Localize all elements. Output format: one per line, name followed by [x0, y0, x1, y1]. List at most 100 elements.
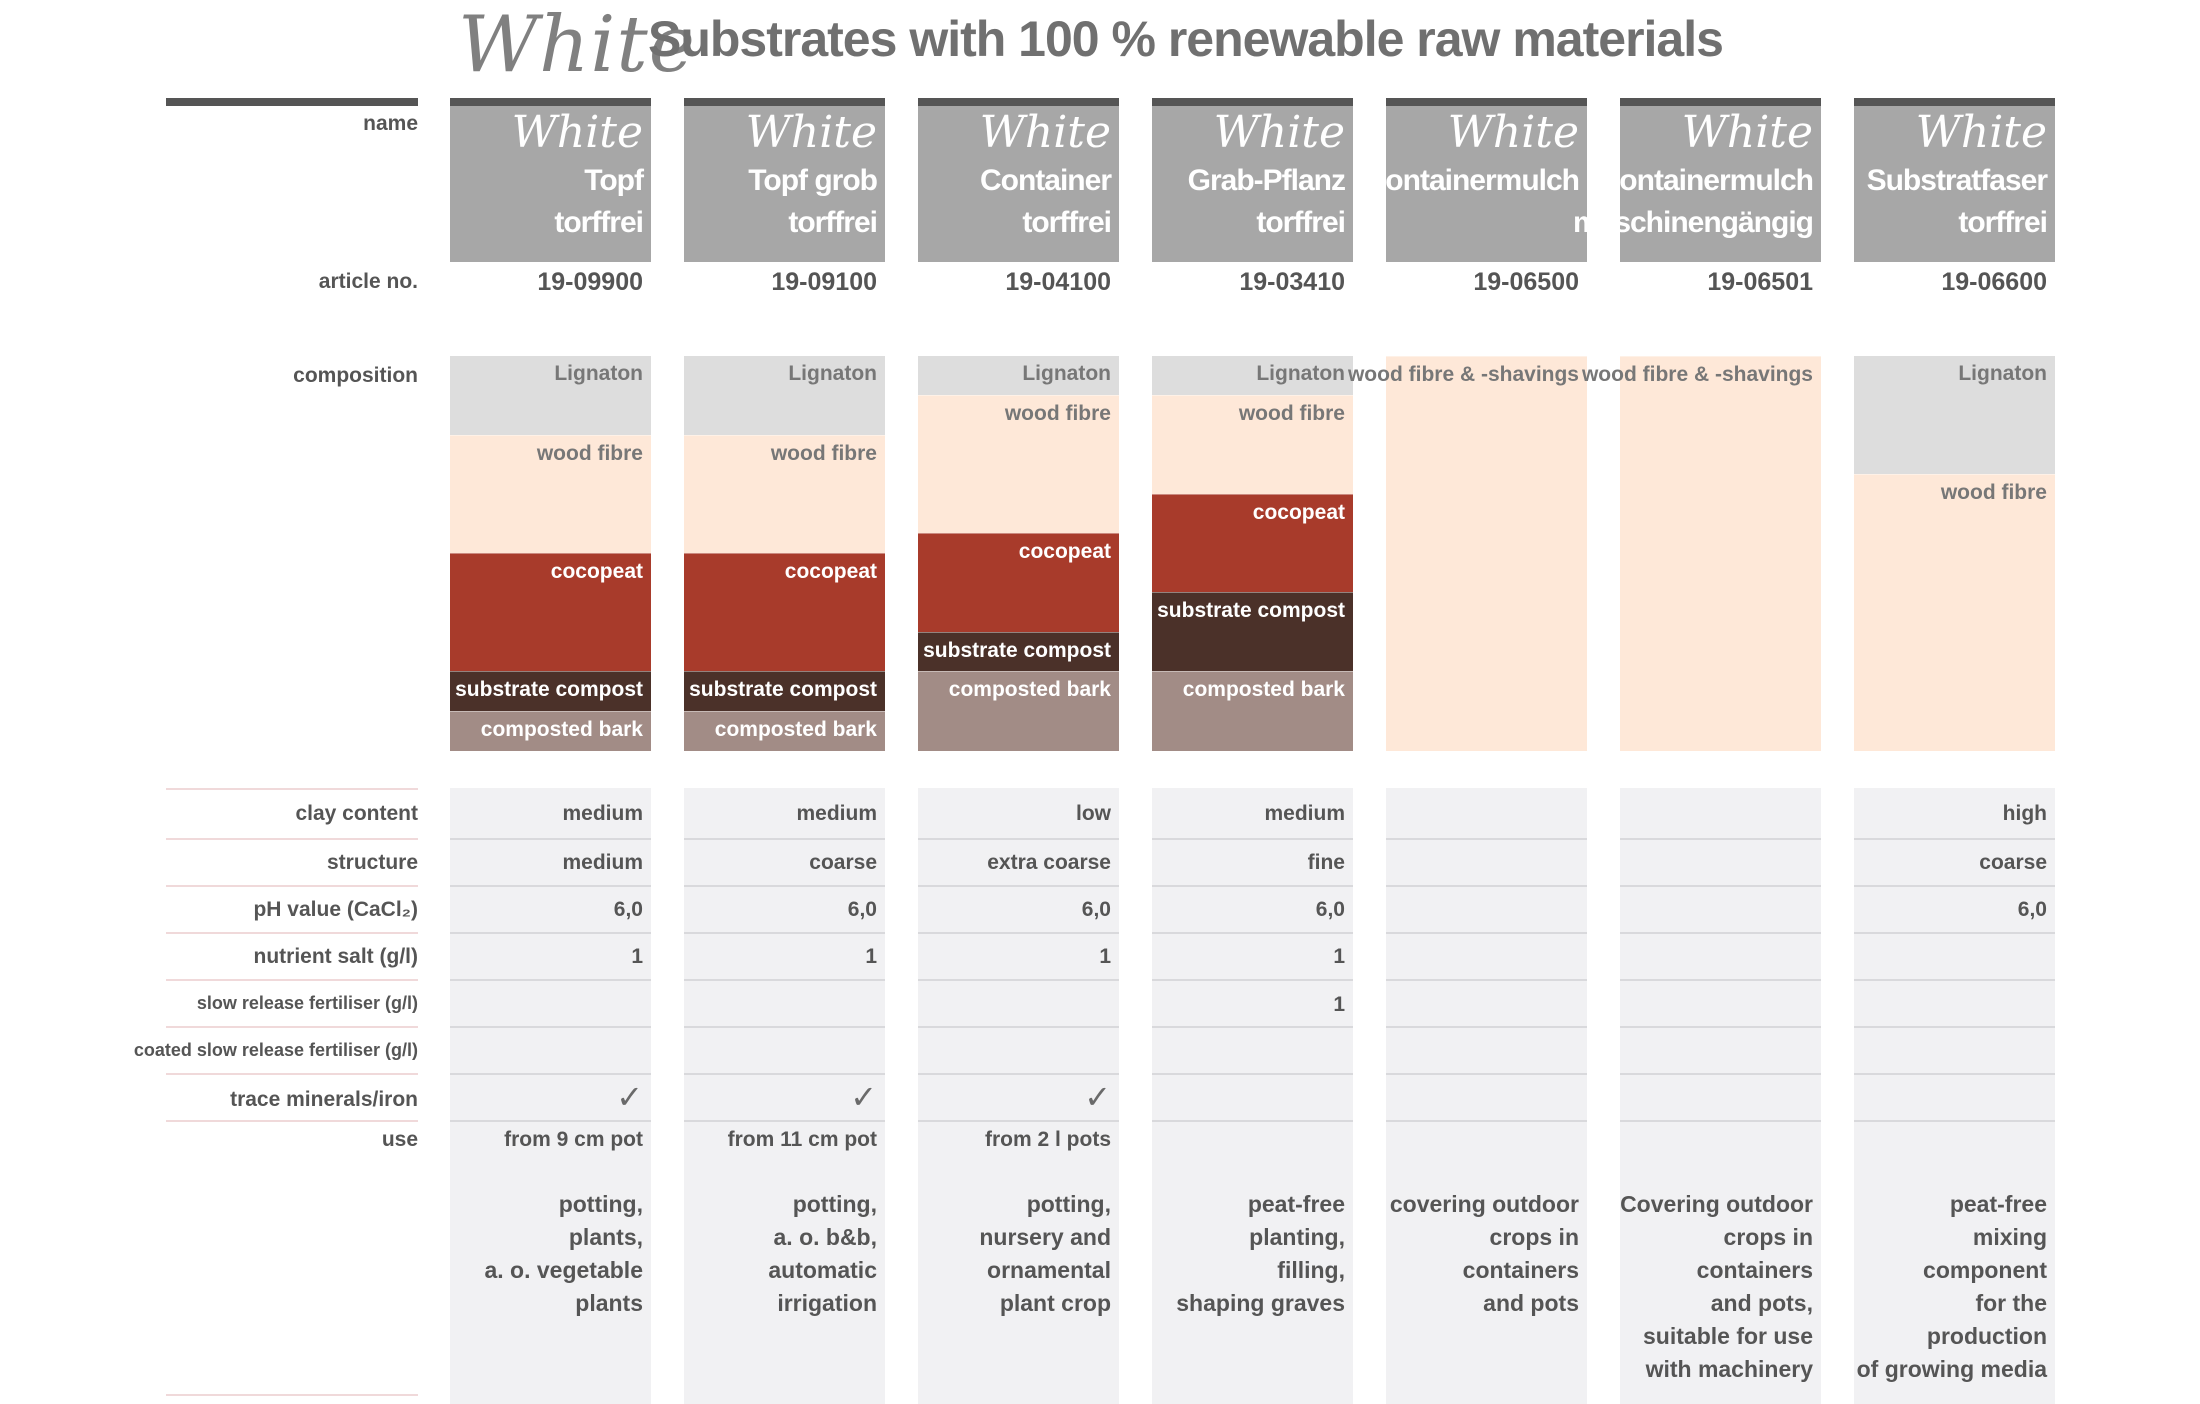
row-label-nutrient: nutrient salt (g/l) [253, 945, 419, 968]
use-description: covering outdoor crops in containers and… [1389, 1191, 1579, 1316]
property-nutrient: 1 [631, 945, 643, 968]
product-column: White Topf torffrei 19-09900 Lignaton wood fi… [450, 0, 651, 1404]
composition-segment: cocopeat [684, 553, 885, 672]
product-name-box: White Topf grob torffrei [684, 106, 885, 262]
product-name-line2: maschinengängig [1572, 206, 1814, 239]
property-rule [450, 1073, 651, 1075]
composition-segment: composted bark [450, 711, 651, 751]
composition-segment: composted bark [1152, 671, 1353, 751]
product-column: White Containermulch maschinengängig 19-065… [1573, 0, 1821, 1404]
product-column: White Containermulch 19-06500 wood fibre & … [1348, 0, 1587, 1404]
product-column: White Topf grob torffrei 19-09100 Lignaton wo… [684, 0, 885, 1404]
composition-label: wood fibre [770, 442, 877, 465]
properties-background [1854, 788, 2055, 1404]
column-top-rule [1620, 98, 1821, 106]
properties-background [918, 788, 1119, 1404]
composition-label: composted bark [480, 718, 643, 741]
composition-segment: wood fibre [684, 435, 885, 554]
composition-bar: Lignaton wood fibre [1854, 356, 2055, 751]
composition-segment: cocopeat [450, 553, 651, 672]
property-nutrient: 1 [1333, 945, 1345, 968]
checkmark-icon: ✓ [616, 1079, 643, 1115]
use-description: potting, plants, a. o. vegetable plants [484, 1191, 643, 1316]
composition-label: substrate compost [1157, 599, 1345, 622]
composition-label: cocopeat [784, 560, 877, 583]
property-structure: extra coarse [987, 851, 1111, 874]
product-name-line1: Grab-Pflanz [1187, 164, 1346, 197]
property-rule [1854, 979, 2055, 981]
property-rule [450, 979, 651, 981]
product-name-box: White Container torffrei [918, 106, 1119, 262]
product-name-box: White Topf torffrei [450, 106, 651, 262]
property-rule [1620, 1026, 1821, 1028]
composition-label: wood fibre [1238, 402, 1345, 425]
property-structure: fine [1307, 851, 1345, 874]
composition-segment: substrate compost [1152, 592, 1353, 672]
article-number: 19-04100 [1005, 268, 1111, 296]
label-rule [166, 1026, 418, 1028]
property-rule [450, 885, 651, 887]
row-label-slow-release: slow release fertiliser (g/l) [196, 993, 418, 1013]
product-name-line1: Substratfaser [1866, 164, 2048, 197]
property-rule [1854, 1026, 2055, 1028]
composition-segment: wood fibre & -shavings [1348, 356, 1587, 751]
property-ph: 6,0 [613, 898, 643, 921]
composition-label: composted bark [1182, 678, 1345, 701]
property-rule [1152, 979, 1353, 981]
column-top-rule [918, 98, 1119, 106]
composition-label: Lignaton [554, 362, 643, 385]
property-rule [1152, 1073, 1353, 1075]
product-name-line1: Containermulch [1598, 164, 1814, 197]
property-rule [918, 932, 1119, 934]
product-name-line2: torffrei [788, 206, 878, 239]
property-rule [1854, 932, 2055, 934]
property-rule [1620, 1073, 1821, 1075]
product-column: White Container torffrei 19-04100 Lignaton wo… [918, 0, 1119, 1404]
property-rule [684, 885, 885, 887]
properties-background [1620, 788, 1821, 1404]
article-number: 19-03410 [1239, 268, 1345, 296]
property-rule [1152, 1026, 1353, 1028]
use-description: potting, a. o. b&b, automatic irrigation [768, 1191, 877, 1316]
composition-label: Lignaton [1256, 362, 1345, 385]
use-from-size: from 9 cm pot [504, 1128, 643, 1151]
composition-bar: wood fibre & -shavings [1348, 356, 1587, 751]
column-top-rule [684, 98, 885, 106]
property-rule [1386, 1026, 1587, 1028]
product-brand-logo: White [1213, 107, 1345, 158]
property-clay: low [1076, 802, 1111, 825]
composition-segment: wood fibre [1854, 474, 2055, 751]
property-rule [1152, 932, 1353, 934]
property-rule [1620, 838, 1821, 840]
product-name-box: White Containermulch maschinengängig [1573, 106, 1821, 262]
composition-label: cocopeat [550, 560, 643, 583]
row-label-clay: clay content [295, 802, 418, 825]
property-rule [918, 1026, 1119, 1028]
properties-background [1386, 788, 1587, 1404]
label-rule [166, 788, 418, 790]
property-rule [684, 838, 885, 840]
composition-segment: substrate compost [450, 671, 651, 712]
product-name-line2: torffrei [1256, 206, 1346, 239]
composition-segment: wood fibre [918, 395, 1119, 534]
row-label-name: name [363, 112, 418, 135]
property-structure: coarse [1979, 851, 2047, 874]
property-rule [918, 1073, 1119, 1075]
row-label-ph: pH value (CaCl₂) [253, 898, 418, 921]
property-rule [450, 1026, 651, 1028]
product-name-line1: Containermulch [1364, 164, 1580, 197]
row-label-use: use [381, 1128, 418, 1151]
product-column: White Grab-Pflanz torffrei 19-03410 Lignaton… [1152, 0, 1353, 1404]
property-ph: 6,0 [2017, 898, 2047, 921]
property-nutrient: 1 [1099, 945, 1111, 968]
row-label-coated: coated slow release fertiliser (g/l) [133, 1040, 418, 1060]
property-rule [684, 979, 885, 981]
composition-label: wood fibre [1004, 402, 1111, 425]
property-rule [1854, 838, 2055, 840]
property-rule [1854, 885, 2055, 887]
use-description: peat-free mixing component for the produ… [1856, 1191, 2047, 1382]
row-label-composition: composition [293, 364, 418, 387]
composition-label: substrate compost [923, 639, 1111, 662]
property-rule [1386, 885, 1587, 887]
composition-bar: Lignaton wood fibre cocopeat substrate comp… [1152, 356, 1353, 751]
